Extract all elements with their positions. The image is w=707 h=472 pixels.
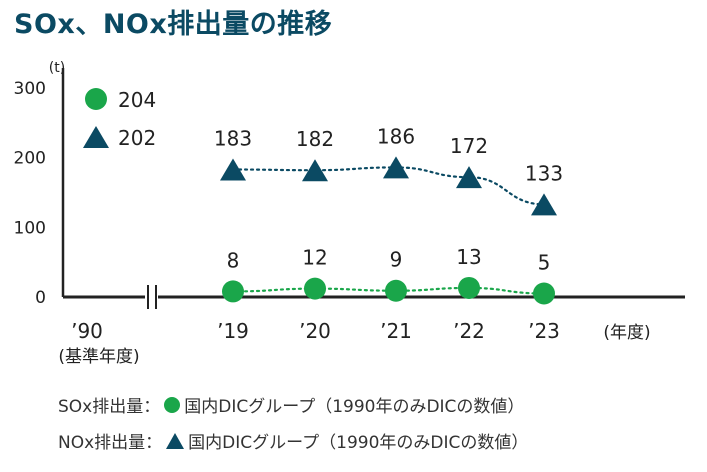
y-tick-label: 100 <box>14 218 46 238</box>
legend-nox-text: 国内DICグループ（1990年のみDICの数値） <box>188 433 529 453</box>
legend-nox: NOx排出量： 国内DICグループ（1990年のみDICの数値） <box>58 428 528 453</box>
x-tick-label: ’19 <box>217 319 249 343</box>
y-unit-label: (t) <box>49 60 65 76</box>
triangle-marker-icon <box>166 432 185 449</box>
data-label-sox: 13 <box>456 245 481 269</box>
baseline-nox-value: 202 <box>118 126 156 150</box>
data-point-sox <box>304 277 326 300</box>
data-point-sox <box>533 282 555 305</box>
data-label-sox: 9 <box>390 248 403 272</box>
x-tick-label: ’23 <box>528 319 560 343</box>
data-point-nox <box>456 166 482 189</box>
data-label-nox: 183 <box>214 127 252 151</box>
data-point-nox <box>531 193 557 216</box>
legend-sox: SOx排出量： 国内DICグループ（1990年のみDICの数値） <box>58 392 524 417</box>
data-label-nox: 182 <box>296 127 334 151</box>
data-label-sox: 8 <box>227 248 240 272</box>
x-tick-label-baseline: ’90 <box>71 319 103 343</box>
data-point-sox <box>222 280 244 303</box>
baseline-nox-marker <box>83 126 109 148</box>
data-label-sox: 5 <box>538 251 551 275</box>
x-tick-label: ’22 <box>453 319 485 343</box>
legend-sox-label: SOx排出量： <box>58 397 161 417</box>
legend-sox-text: 国内DICグループ（1990年のみDICの数値） <box>184 397 525 417</box>
y-tick-label: 0 <box>35 288 46 308</box>
data-label-nox: 133 <box>525 161 563 185</box>
data-point-nox <box>302 159 328 182</box>
y-tick-label: 300 <box>14 79 46 99</box>
data-point-sox <box>385 279 407 302</box>
x-tick-label: ’21 <box>380 319 412 343</box>
data-point-nox <box>220 158 246 181</box>
baseline-sox-value: 204 <box>118 88 156 112</box>
data-label-nox: 186 <box>377 124 415 148</box>
circle-marker-icon <box>164 396 181 413</box>
y-tick-label: 200 <box>14 149 46 169</box>
data-point-nox <box>383 156 409 179</box>
x-unit-label: (年度) <box>603 323 650 343</box>
data-point-sox <box>458 276 480 299</box>
data-label-nox: 172 <box>450 134 488 158</box>
baseline-sox-marker <box>85 88 107 110</box>
chart-title: SOx、NOx排出量の推移 <box>14 9 333 40</box>
x-tick-label: ’20 <box>299 319 331 343</box>
x-baseline-sublabel: (基準年度) <box>58 347 139 367</box>
legend-nox-label: NOx排出量： <box>58 433 163 453</box>
data-label-sox: 12 <box>302 246 327 270</box>
